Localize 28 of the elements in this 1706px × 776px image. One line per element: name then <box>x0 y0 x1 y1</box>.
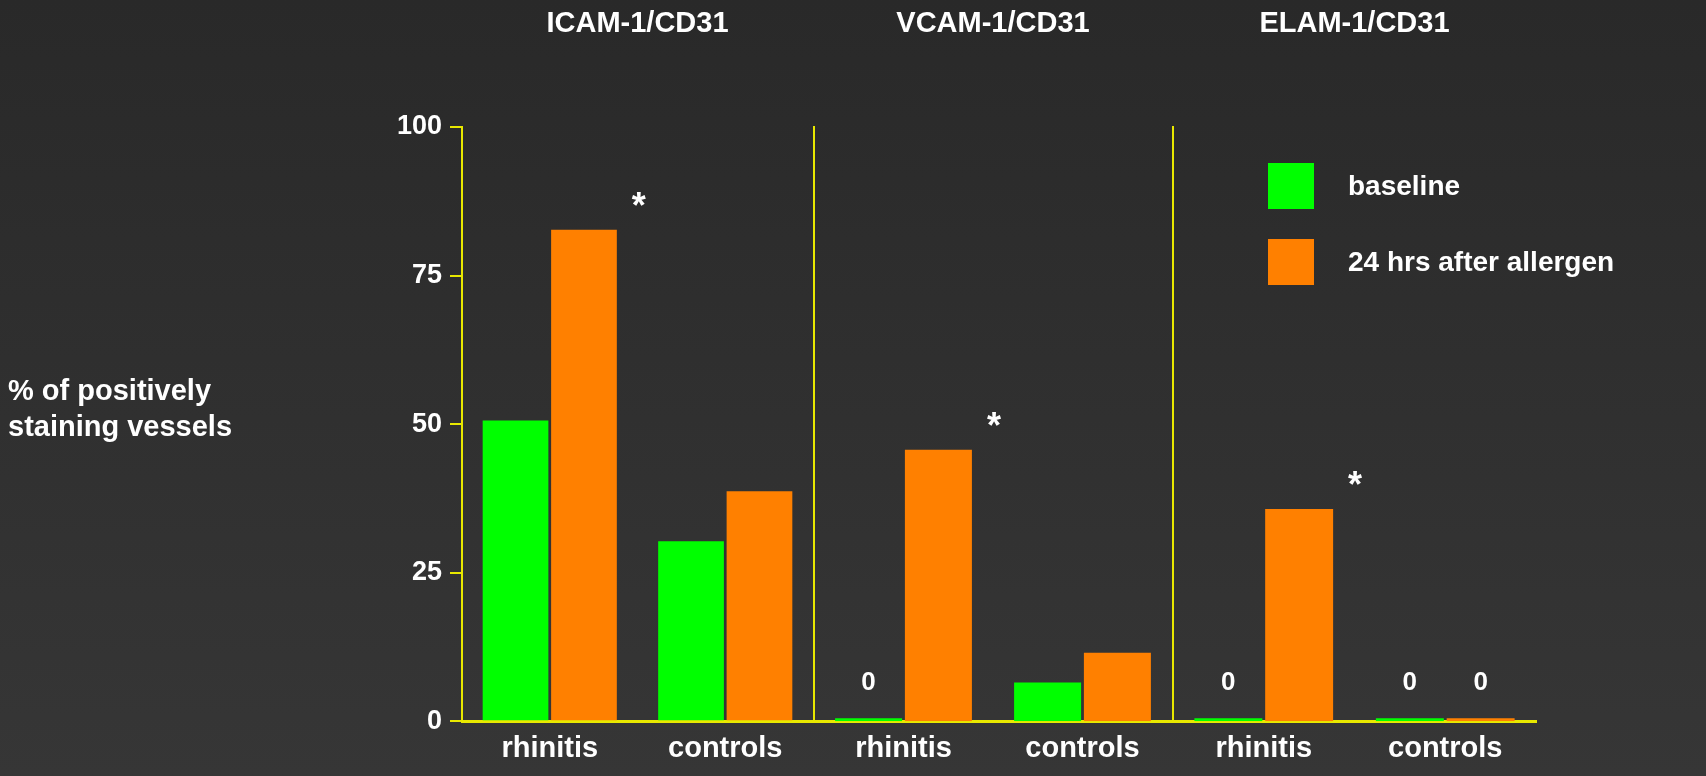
y-axis-title: % of positively staining vessels <box>8 373 234 444</box>
chart-title: VCAM-1/CD31 <box>896 6 1090 39</box>
y-tick-label: 50 <box>411 407 442 438</box>
data-label: 0 <box>861 666 876 697</box>
y-tick-label: 75 <box>411 259 442 289</box>
bar <box>551 229 617 721</box>
y-tick-label: 100 <box>396 110 442 141</box>
bar <box>658 541 724 721</box>
legend-label: baseline <box>1348 170 1461 202</box>
x-tick-label: rhinitis <box>501 730 599 763</box>
data-label: 0 <box>1221 666 1236 697</box>
bar <box>482 420 549 721</box>
x-tick-label: controls <box>1025 730 1140 763</box>
annotation: * <box>986 404 1001 446</box>
bar <box>726 491 793 721</box>
data-label: 0 <box>1402 666 1418 697</box>
annotation: * <box>631 184 646 226</box>
x-tick-label: controls <box>1388 730 1503 763</box>
x-tick-label: rhinitis <box>1215 730 1313 763</box>
x-tick-label: rhinitis <box>855 730 952 763</box>
y-tick-label: 25 <box>411 556 442 587</box>
legend-label: 24 hrs after allergen <box>1348 246 1615 278</box>
chart-title: ELAM-1/CD31 <box>1259 6 1450 39</box>
data-label: 0 <box>1473 666 1488 697</box>
annotation: * <box>1348 463 1363 505</box>
chart-title: ICAM-1/CD31 <box>546 6 729 39</box>
x-tick-label: controls <box>668 730 783 763</box>
y-tick-label: 0 <box>426 704 442 735</box>
